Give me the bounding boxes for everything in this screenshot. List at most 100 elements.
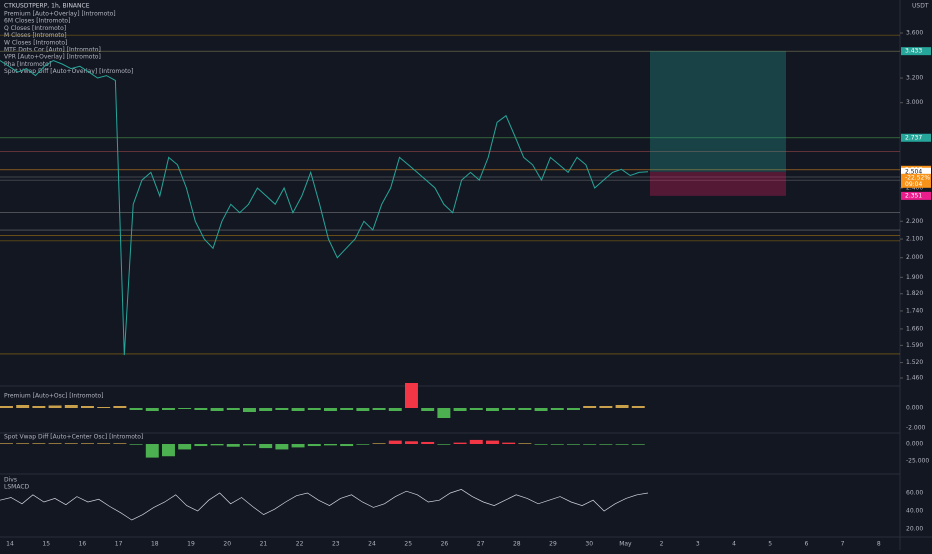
x-tick-label: 17: [115, 541, 123, 548]
pane-tick-label: 20.00: [906, 526, 923, 533]
price-tick-label: 1.740: [906, 307, 923, 314]
histogram-bar: [356, 444, 370, 445]
histogram-bar: [518, 443, 532, 444]
histogram-bar: [583, 406, 597, 408]
histogram-bar: [32, 406, 46, 408]
price-tick-label: 1.590: [906, 342, 923, 349]
indicator-name: Premium [Auto+Overlay] [Intromoto]: [4, 11, 116, 18]
histogram-bar: [162, 444, 175, 457]
pane-tick-label: -25.000: [906, 458, 929, 465]
pane-title: Divs: [4, 477, 17, 484]
histogram-bar: [226, 408, 240, 410]
histogram-bar: [307, 408, 321, 410]
histogram-bar: [486, 408, 499, 411]
price-tick-label: 1.820: [906, 290, 923, 297]
x-tick-label: 30: [585, 541, 593, 548]
price-tick-label: 3.600: [906, 30, 923, 37]
histogram-bar: [48, 405, 62, 408]
price-badge: [901, 167, 931, 176]
pane-tick-label: 0.000: [906, 405, 923, 412]
price-badge-label: 3.433: [905, 48, 922, 55]
histogram-bar: [210, 444, 224, 446]
pane-title: Premium [Auto+Osc] [Intromoto]: [4, 393, 103, 400]
histogram-bar: [405, 383, 418, 408]
histogram-bar: [81, 443, 94, 444]
target-zone: [650, 51, 786, 172]
histogram-bar: [307, 444, 321, 447]
histogram-bar: [48, 443, 62, 444]
histogram-bar: [259, 444, 273, 449]
price-tick-label: 1.660: [906, 325, 923, 332]
histogram-bar: [0, 406, 13, 408]
x-tick-label: 22: [296, 541, 304, 548]
price-tick-label: 3.000: [906, 99, 923, 106]
x-tick-label: 16: [79, 541, 87, 548]
x-tick-label: 28: [513, 541, 521, 548]
histogram-bar: [64, 443, 78, 444]
histogram-bar: [615, 405, 629, 408]
price-tick-label: 2.400: [906, 184, 923, 191]
histogram-bar: [194, 444, 208, 447]
histogram-bar: [421, 441, 435, 444]
histogram-bar: [615, 444, 629, 445]
histogram-bar: [291, 444, 305, 448]
x-tick-label: 3: [696, 541, 700, 548]
histogram-bar: [405, 441, 418, 444]
histogram-bar: [372, 408, 386, 410]
histogram-bar: [486, 440, 499, 444]
histogram-bar: [145, 408, 159, 411]
x-tick-label: 29: [549, 541, 557, 548]
histogram-bar: [453, 408, 467, 411]
price-tick-label: 2.000: [906, 254, 923, 261]
pane-title: Spot Vwap Diff [Auto+Center Osc] [Introm…: [4, 434, 143, 441]
x-tick-label: 21: [260, 541, 268, 548]
histogram-bar: [599, 444, 613, 445]
x-tick-label: 6: [804, 541, 808, 548]
histogram-bar: [97, 443, 111, 444]
price-badge-label: 2.351: [905, 192, 922, 199]
histogram-bar: [113, 406, 127, 408]
histogram-bar: [567, 444, 580, 445]
x-tick-label: 8: [877, 541, 881, 548]
x-tick-label: 2: [660, 541, 664, 548]
histogram-bar: [388, 408, 402, 411]
histogram-bar: [145, 444, 159, 458]
indicator-name: 6M Closes [Intromoto]: [4, 18, 70, 25]
histogram-bar: [275, 408, 289, 410]
histogram-bar: [469, 439, 483, 444]
price-tick-label: 1.900: [906, 274, 923, 281]
badge-extra: 09:04: [905, 181, 922, 188]
histogram-bar: [178, 408, 192, 409]
x-tick-label: 7: [841, 541, 845, 548]
histogram-bar: [583, 444, 597, 445]
histogram-bar: [259, 408, 273, 411]
pane-tick-label: 0.000: [906, 441, 923, 448]
currency: USDT: [912, 3, 929, 10]
x-tick-label: 25: [404, 541, 412, 548]
price-badge: [901, 47, 931, 56]
histogram-bar: [437, 408, 451, 418]
histogram-bar: [275, 444, 289, 450]
x-tick-label: May: [619, 541, 632, 548]
histogram-bar: [631, 444, 645, 445]
x-tick-label: 26: [441, 541, 449, 548]
indicator-name: VPR [Auto+Overlay] [Intromoto]: [4, 54, 101, 61]
histogram-bar: [129, 444, 143, 445]
x-tick-label: 20: [223, 541, 231, 548]
histogram-bar: [340, 444, 354, 447]
histogram-bar: [324, 408, 337, 411]
histogram-bar: [16, 443, 30, 444]
histogram-bar: [567, 408, 580, 410]
pane-tick-label: 40.00: [906, 508, 923, 515]
histogram-bar: [534, 408, 548, 411]
histogram-bar: [534, 444, 548, 445]
histogram-bar: [113, 443, 127, 444]
histogram-bar: [437, 444, 451, 445]
pane-tick-label: 60.00: [906, 490, 923, 497]
histogram-bar: [97, 407, 111, 408]
histogram-bar: [194, 408, 208, 410]
histogram-bar: [243, 444, 256, 446]
histogram-bar: [210, 408, 224, 411]
